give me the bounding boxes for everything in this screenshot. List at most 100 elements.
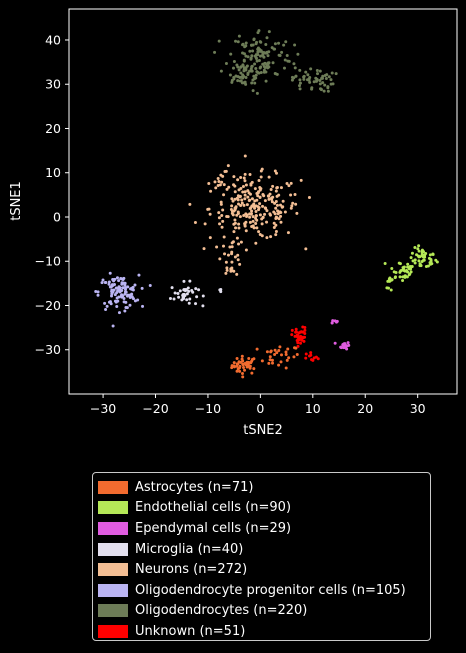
scatter-point [233, 197, 237, 201]
scatter-point [244, 41, 248, 45]
x-axis-ticks: −30 −20 −10 0 10 20 30 [90, 394, 426, 416]
scatter-point [242, 59, 246, 63]
scatter-point [246, 73, 250, 77]
scatter-point [122, 300, 126, 304]
legend-item: Oligodendrocytes (n=220) [98, 601, 430, 622]
scatter-point [286, 231, 290, 235]
scatter-point [231, 199, 235, 203]
scatter-point [217, 180, 221, 184]
scatter-point [424, 251, 428, 255]
scatter-point [260, 222, 264, 226]
scatter-point [100, 281, 104, 285]
x-tick-label: 0 [256, 401, 264, 416]
scatter-point [226, 215, 230, 219]
scatter-point [327, 75, 331, 79]
scatter-point [141, 304, 145, 308]
scatter-point [242, 74, 246, 78]
scatter-point [115, 291, 119, 295]
scatter-point [406, 262, 410, 266]
scatter-point [279, 211, 283, 215]
scatter-point [246, 362, 250, 366]
scatter-point [275, 203, 279, 207]
scatter-point [251, 89, 255, 93]
scatter-point [294, 327, 298, 331]
scatter-point [219, 200, 223, 204]
scatter-point [168, 297, 172, 301]
y-tick-label: −30 [35, 342, 61, 357]
scatter-point [249, 56, 253, 60]
scatter-point [238, 262, 242, 266]
scatter-point [188, 279, 192, 283]
scatter-point [232, 59, 236, 63]
scatter-point [318, 69, 322, 73]
scatter-point [393, 276, 397, 280]
scatter-point [253, 199, 257, 203]
scatter-point [285, 358, 289, 362]
scatter-point [309, 67, 313, 71]
scatter-point [236, 253, 240, 257]
scatter-point [216, 176, 220, 180]
scatter-point [254, 56, 258, 60]
scatter-point [207, 182, 211, 186]
scatter-point [123, 287, 127, 291]
legend: Astrocytes (n=71) Endothelial cells (n=90… [92, 472, 431, 641]
scatter-point [389, 288, 393, 292]
scatter-point [117, 311, 121, 315]
scatter-point [250, 197, 254, 201]
legend-swatch [98, 501, 128, 515]
scatter-point [257, 29, 261, 33]
scatter-point [413, 261, 417, 265]
legend-item: Unknown (n=51) [98, 621, 430, 642]
scatter-point [190, 288, 194, 292]
scatter-point [244, 229, 248, 233]
scatter-point [116, 299, 120, 303]
scatter-point [262, 55, 266, 59]
scatter-point [253, 187, 257, 191]
scatter-point [238, 215, 242, 219]
scatter-point [289, 206, 293, 210]
scatter-point [177, 295, 181, 299]
legend-label: Neurons (n=272) [135, 562, 248, 578]
scatter-point [421, 250, 425, 254]
scatter-point [248, 215, 252, 219]
series-0-points [230, 345, 299, 379]
scatter-point [272, 221, 276, 225]
scatter-point [314, 79, 318, 83]
scatter-point [101, 278, 105, 282]
scatter-point [243, 190, 247, 194]
scatter-point [331, 82, 335, 86]
scatter-point [202, 247, 206, 251]
series-3-points [168, 279, 223, 308]
scatter-point [228, 245, 232, 249]
scatter-point [123, 292, 127, 296]
scatter-point [104, 307, 108, 311]
scatter-point [103, 301, 107, 305]
scatter-point [265, 36, 269, 40]
scatter-point [275, 194, 279, 198]
scatter-point [222, 183, 226, 187]
scatter-point [417, 255, 421, 259]
scatter-point [251, 215, 255, 219]
scatter-point [234, 226, 238, 230]
scatter-point [232, 364, 236, 368]
scatter-point [120, 293, 124, 297]
scatter-point [310, 358, 314, 362]
scatter-point [325, 73, 329, 77]
scatter-point [282, 66, 286, 70]
scatter-point [302, 77, 306, 81]
scatter-point [237, 68, 241, 72]
legend-label: Ependymal cells (n=29) [135, 520, 292, 536]
scatter-point [224, 169, 228, 173]
scatter-point [258, 66, 262, 70]
scatter-point [242, 81, 246, 85]
x-tick-label: −30 [90, 401, 116, 416]
series-4-points [188, 154, 311, 276]
scatter-point [217, 211, 221, 215]
scatter-point [249, 183, 253, 187]
series-5-points [94, 271, 152, 328]
scatter-point [120, 288, 124, 292]
scatter-point [252, 367, 256, 371]
scatter-point [243, 179, 247, 183]
scatter-point [331, 319, 335, 323]
scatter-point [215, 245, 219, 249]
